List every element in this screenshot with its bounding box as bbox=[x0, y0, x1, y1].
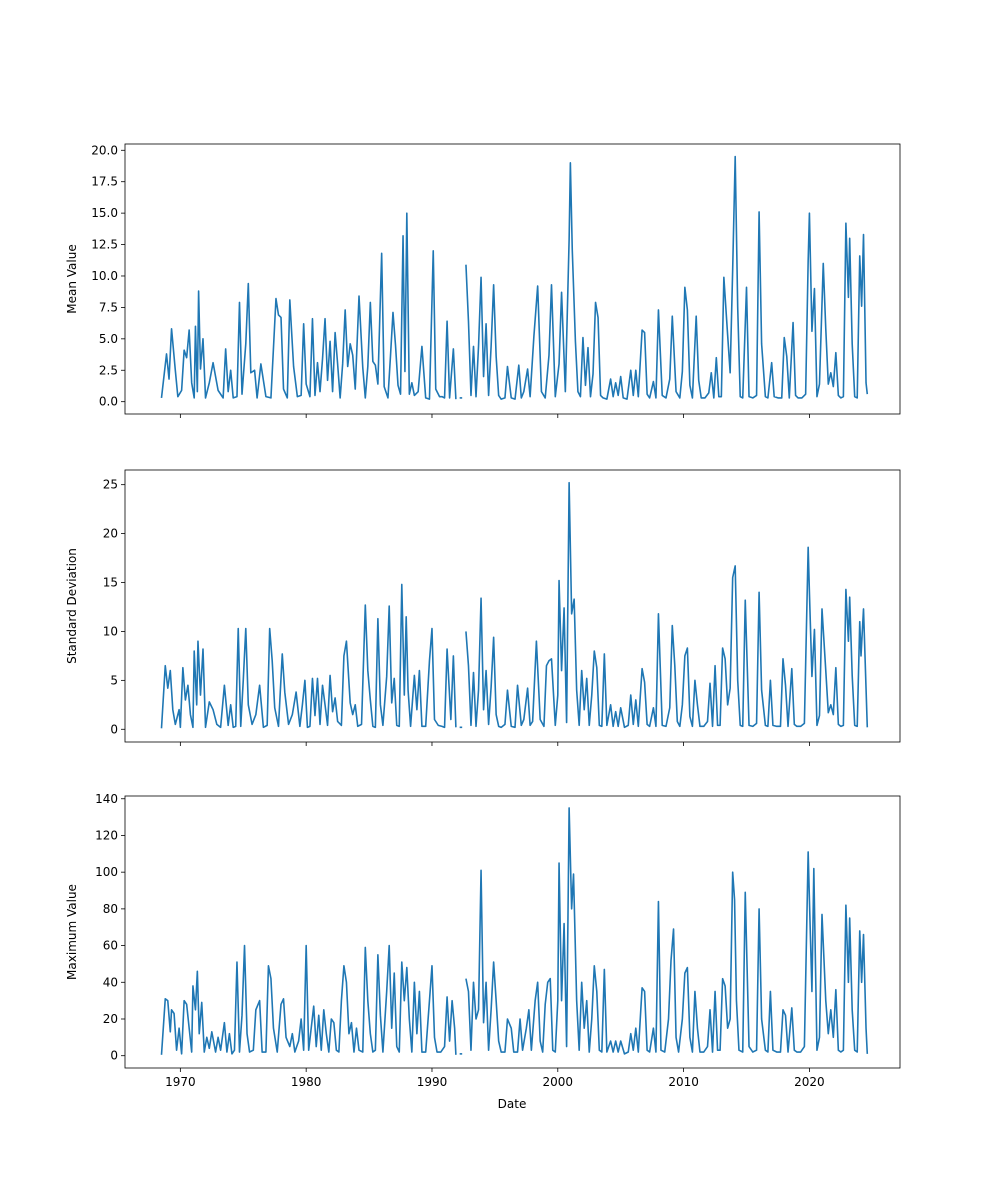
y-tick-label: 80 bbox=[103, 902, 118, 916]
series-line-segment bbox=[465, 807, 869, 1055]
y-tick-label: 5.0 bbox=[99, 332, 118, 346]
y-tick-label: 0 bbox=[110, 1049, 118, 1063]
series-line-segment bbox=[160, 944, 457, 1055]
x-tick-label: 2020 bbox=[794, 1075, 825, 1089]
y-tick-label: 0 bbox=[110, 722, 118, 736]
y-axis-label: Maximum Value bbox=[65, 884, 79, 980]
y-tick-label: 20 bbox=[103, 1012, 118, 1026]
x-tick-label: 1980 bbox=[291, 1075, 322, 1089]
y-tick-label: 5 bbox=[110, 673, 118, 687]
y-axis-label: Mean Value bbox=[65, 244, 79, 313]
y-tick-label: 15.0 bbox=[91, 206, 118, 220]
y-tick-label: 20 bbox=[103, 527, 118, 541]
y-tick-label: 20.0 bbox=[91, 143, 118, 157]
x-tick-label: 1970 bbox=[165, 1075, 196, 1089]
y-tick-label: 17.5 bbox=[91, 175, 118, 189]
subplot-1: 0.0 2.5 5.0 7.5 10.0 12.5 15.0 17.5 20.0 Mean Val… bbox=[65, 143, 901, 418]
y-tick-label: 40 bbox=[103, 975, 118, 989]
y-tick-label: 25 bbox=[103, 478, 118, 492]
series-line-segment bbox=[160, 583, 457, 729]
x-tick-label: 2010 bbox=[668, 1075, 699, 1089]
y-tick-label: 2.5 bbox=[99, 363, 118, 377]
series-line-segment bbox=[465, 155, 869, 400]
subplots: 0.0 2.5 5.0 7.5 10.0 12.5 15.0 17.5 20.0 Mean Val… bbox=[65, 143, 901, 1089]
x-tick-label: 2000 bbox=[543, 1075, 574, 1089]
series-line-segment bbox=[465, 481, 869, 729]
y-tick-label: 60 bbox=[103, 939, 118, 953]
y-tick-label: 100 bbox=[95, 865, 118, 879]
x-tick-label: 1990 bbox=[417, 1075, 448, 1089]
subplot-3: 0 20 40 60 80 100 120 140 1970 1980 1990 2000 2010 20… bbox=[65, 792, 901, 1089]
y-tick-label: 7.5 bbox=[99, 300, 118, 314]
y-tick-label: 10 bbox=[103, 624, 118, 638]
y-tick-label: 140 bbox=[95, 792, 118, 806]
series-line-segment bbox=[160, 212, 457, 400]
y-tick-label: 15 bbox=[103, 576, 118, 590]
y-tick-label: 12.5 bbox=[91, 238, 118, 252]
plot-frame bbox=[124, 469, 901, 743]
y-tick-label: 10.0 bbox=[91, 269, 118, 283]
y-tick-label: 120 bbox=[95, 828, 118, 842]
x-axis-label: Date bbox=[498, 1097, 527, 1111]
y-tick-label: 0.0 bbox=[99, 395, 118, 409]
y-axis-label: Standard Deviation bbox=[65, 548, 79, 664]
subplot-2: 0 5 10 15 20 25 Standard Deviation bbox=[65, 469, 901, 746]
plot-frame bbox=[124, 795, 901, 1069]
plot-frame bbox=[124, 143, 901, 415]
